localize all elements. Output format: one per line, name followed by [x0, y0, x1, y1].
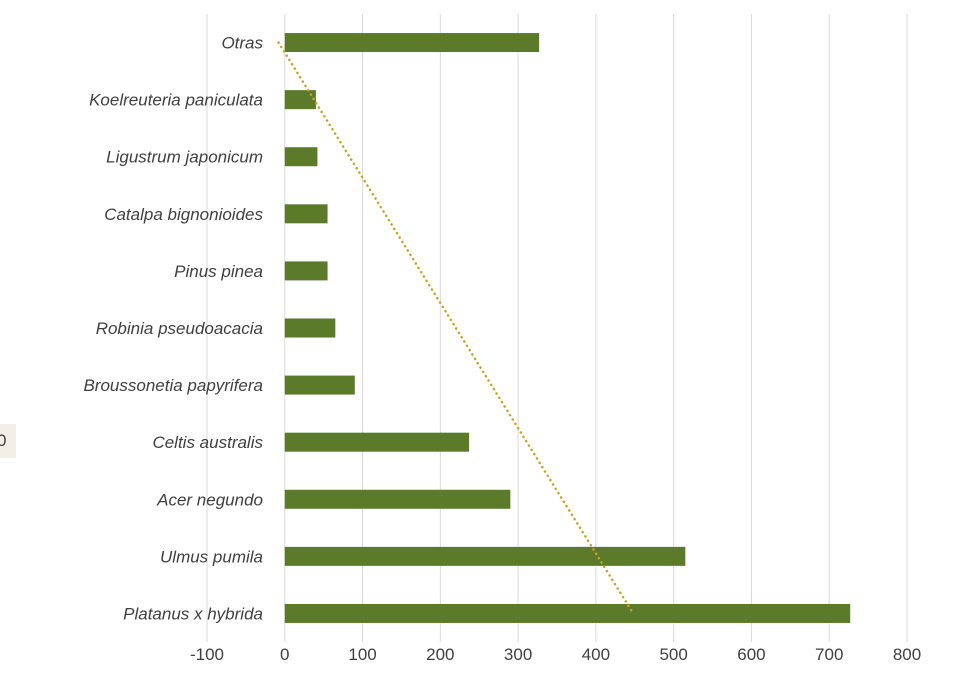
bar [284, 204, 328, 224]
category-label: Catalpa bignonioides [104, 205, 263, 224]
x-tick-label: 600 [737, 645, 765, 664]
x-tick-label: 100 [348, 645, 376, 664]
x-tick-labels: -100 0 100 200 300 400 500 600 700 800 [190, 645, 921, 664]
x-tick-label: 0 [280, 645, 289, 664]
clipped-side-label-box: 0 [0, 424, 16, 458]
category-label: Acer negundo [156, 490, 263, 509]
category-label: Ligustrum japonicum [106, 148, 263, 167]
bars [284, 33, 851, 623]
trendline-path [277, 41, 635, 615]
bar [284, 33, 540, 53]
gridlines [206, 14, 908, 642]
category-label: Ulmus pumila [160, 547, 263, 566]
category-label: Otras [221, 34, 263, 53]
category-labels: Otras Koelreuteria paniculata Ligustrum ja… [83, 34, 263, 624]
x-tick-label: 200 [426, 645, 454, 664]
x-tick-label: 500 [659, 645, 687, 664]
bar [284, 603, 851, 623]
bar [284, 90, 316, 110]
category-label: Koelreuteria paniculata [89, 91, 263, 110]
category-label: Pinus pinea [174, 262, 263, 281]
category-label: Broussonetia papyrifera [83, 376, 263, 395]
bar [284, 147, 318, 167]
clipped-side-label-text: 0 [0, 431, 7, 450]
x-tick-label: 800 [893, 645, 921, 664]
category-label: Celtis australis [152, 433, 263, 452]
trendline [277, 41, 635, 615]
x-tick-label: -100 [190, 645, 224, 664]
category-label: Platanus x hybrida [123, 604, 263, 623]
bar [284, 318, 336, 338]
x-tick-label: 700 [815, 645, 843, 664]
bar [284, 432, 470, 452]
bar [284, 261, 328, 281]
x-tick-label: 300 [504, 645, 532, 664]
x-tick-label: 400 [582, 645, 610, 664]
bar [284, 489, 511, 509]
category-label: Robinia pseudoacacia [96, 319, 263, 338]
bar [284, 375, 355, 395]
bar [284, 546, 686, 566]
